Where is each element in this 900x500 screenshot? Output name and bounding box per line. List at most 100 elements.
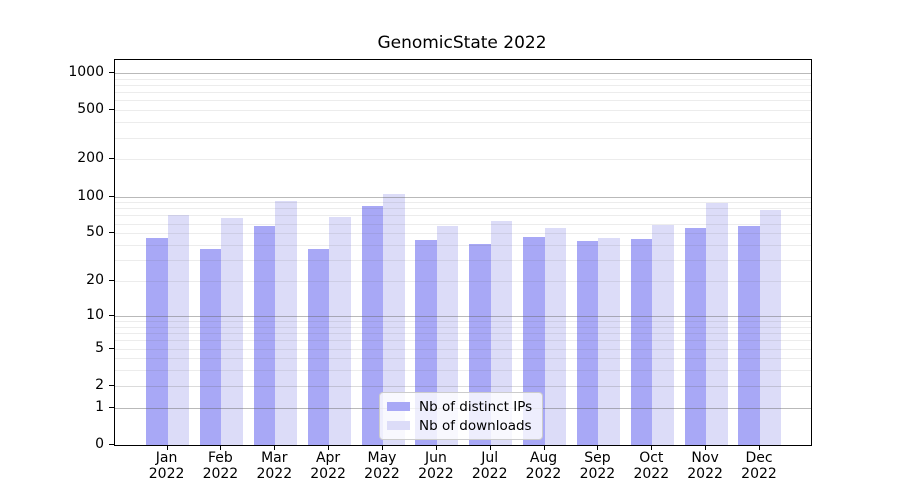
bar-downloads-aug	[544, 228, 567, 445]
plot-area	[114, 59, 812, 446]
gridline-8	[115, 326, 811, 328]
bar-distinct-ips-nov	[684, 228, 707, 445]
legend: Nb of distinct IPs Nb of downloads	[379, 392, 544, 440]
grid-layer	[115, 60, 811, 445]
bar-distinct-ips-dec	[738, 226, 760, 445]
y-tick-label-2: 2	[95, 376, 104, 393]
bar-downloads-oct	[652, 225, 674, 445]
gridline-60	[115, 223, 811, 225]
bar-distinct-ips-jan	[146, 237, 168, 445]
x-tick-label-oct: Oct 2022	[633, 450, 670, 482]
y-tick-label-20: 20	[86, 272, 104, 288]
y-tick-label-200: 200	[77, 150, 104, 167]
x-tick-label-nov: Nov 2022	[687, 450, 723, 482]
legend-swatch-distinct-ips	[387, 402, 410, 411]
y-tick-mark-1	[109, 406, 115, 408]
y-tick-label-100: 100	[77, 187, 104, 204]
x-tick-label-mar: Mar 2022	[256, 450, 293, 482]
y-tick-mark-500	[109, 109, 115, 111]
bar-distinct-ips-mar	[253, 226, 276, 445]
gridline-80	[115, 208, 811, 210]
y-tick-mark-100	[109, 195, 115, 197]
y-tick-mark-10	[109, 314, 115, 316]
x-tick-mark-nov	[705, 445, 707, 450]
y-tick-mark-200	[109, 158, 115, 160]
bar-distinct-ips-may	[361, 206, 383, 445]
x-tick-label-apr: Apr 2022	[310, 450, 346, 482]
bar-downloads-jan	[167, 215, 190, 445]
gridline-6	[115, 340, 811, 342]
x-tick-label-aug: Aug 2022	[525, 450, 562, 482]
y-tick-label-1: 1	[95, 398, 104, 415]
x-tick-label-may: May 2022	[364, 450, 400, 482]
legend-label-downloads: Nb of downloads	[419, 417, 532, 434]
y-tick-label-5: 5	[95, 339, 104, 356]
bar-downloads-feb	[221, 217, 243, 445]
y-tick-label-0: 0	[95, 436, 104, 452]
x-tick-mark-sep	[597, 445, 599, 450]
gridline-700	[115, 92, 811, 94]
x-tick-label-jan: Jan 2022	[148, 450, 185, 482]
bar-distinct-ips-sep	[576, 241, 599, 445]
y-tick-label-10: 10	[86, 306, 104, 323]
gridline-4	[115, 358, 811, 360]
bar-distinct-ips-apr	[307, 249, 330, 445]
y-tick-mark-20	[109, 280, 115, 281]
gridline-9	[115, 321, 811, 322]
legend-label-distinct-ips: Nb of distinct IPs	[419, 398, 533, 415]
y-tick-mark-5	[109, 347, 115, 349]
gridline-3	[115, 370, 811, 372]
y-tick-label-500: 500	[77, 101, 104, 118]
gridline-30	[115, 260, 811, 262]
x-tick-mark-jun	[435, 445, 437, 450]
gridline-900	[115, 78, 811, 80]
bar-downloads-mar	[275, 200, 297, 445]
legend-swatch-downloads	[387, 421, 410, 430]
y-tick-label-50: 50	[86, 224, 104, 241]
x-tick-mark-may	[382, 445, 383, 450]
bar-downloads-may	[383, 193, 405, 445]
gridline-500	[115, 110, 811, 112]
bar-distinct-ips-oct	[630, 238, 653, 445]
x-tick-mark-dec	[759, 445, 760, 450]
gridline-70	[115, 215, 811, 217]
gridline-10	[115, 315, 811, 317]
chart-title: GenomicState 2022	[377, 33, 547, 53]
y-tick-label-1000: 1000	[68, 63, 104, 80]
gridline-2	[115, 385, 811, 387]
x-tick-mark-apr	[328, 445, 330, 450]
x-tick-label-feb: Feb 2022	[202, 450, 239, 482]
bar-downloads-sep	[598, 237, 620, 445]
gridline-7	[115, 333, 811, 334]
x-tick-mark-mar	[274, 445, 276, 450]
bar-downloads-apr	[329, 217, 351, 445]
legend-item-distinct-ips: Nb of distinct IPs	[387, 398, 533, 415]
y-tick-mark-1000	[109, 71, 115, 73]
x-tick-label-sep: Sep 2022	[579, 450, 616, 482]
gridline-300	[115, 137, 811, 139]
x-tick-label-dec: Dec 2022	[741, 450, 777, 482]
bar-downloads-nov	[706, 203, 728, 445]
x-tick-label-jun: Jun 2022	[418, 450, 454, 482]
bar-downloads-jul	[490, 221, 513, 445]
x-tick-mark-jul	[489, 445, 491, 450]
gridline-600	[115, 100, 811, 102]
y-tick-mark-2	[109, 384, 115, 386]
x-tick-mark-aug	[543, 445, 545, 450]
legend-item-downloads: Nb of downloads	[387, 417, 532, 434]
gridline-200	[115, 159, 811, 161]
y-tick-mark-50	[109, 232, 115, 234]
gridline-1000	[115, 72, 811, 74]
x-tick-label-jul: Jul 2022	[471, 450, 508, 482]
bar-distinct-ips-feb	[199, 249, 222, 445]
x-tick-mark-jan	[166, 445, 168, 450]
y-tick-mark-0	[109, 444, 115, 445]
gridline-800	[115, 84, 811, 86]
x-tick-mark-oct	[651, 445, 653, 450]
bar-downloads-dec	[759, 210, 782, 445]
x-tick-mark-feb	[220, 445, 222, 450]
bar-downloads-jun	[436, 226, 459, 445]
gridline-40	[115, 245, 811, 246]
gridline-400	[115, 122, 811, 124]
